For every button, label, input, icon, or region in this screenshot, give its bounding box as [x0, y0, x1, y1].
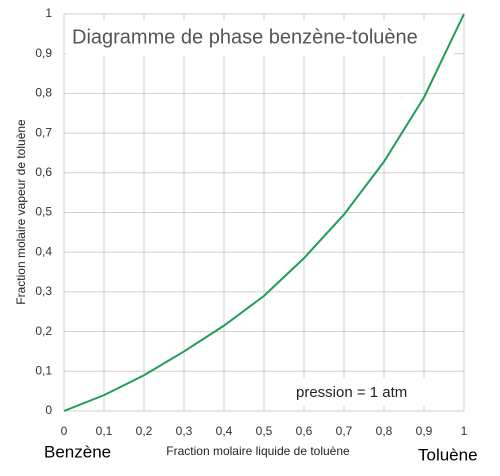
title-box [66, 20, 454, 56]
y-tick-label: 0,4 [35, 244, 52, 258]
grid [63, 13, 465, 412]
x-tick-label: 1 [461, 424, 468, 438]
y-tick-label: 0,6 [35, 165, 52, 179]
y-tick-label: 0,1 [35, 363, 52, 377]
y-tick-label: 0 [45, 403, 52, 417]
x-tick-label: 0,3 [176, 424, 193, 438]
y-tick-label: 0,3 [35, 284, 52, 298]
x-tick-label: 0,5 [256, 424, 273, 438]
x-tick-label: 0,6 [296, 424, 313, 438]
chart-title: Diagramme de phase benzène-toluène [72, 26, 418, 48]
left-label: Benzène [44, 442, 111, 461]
y-tick-label: 0,5 [35, 205, 52, 219]
y-tick-label: 0,8 [35, 86, 52, 100]
x-tick-label: 0,9 [416, 424, 433, 438]
x-tick-label: 0,2 [136, 424, 153, 438]
y-tick-label: 0,9 [35, 46, 52, 60]
data-line [63, 13, 465, 412]
x-tick-label: 0,1 [96, 424, 113, 438]
right-label: Toluène [418, 445, 478, 464]
x-tick-label: 0,7 [336, 424, 353, 438]
x-tick-label: 0,4 [216, 424, 233, 438]
annotation: pression = 1 atm [296, 384, 407, 401]
x-axis-label: Fraction molaire liquide de toluène [166, 444, 350, 458]
y-tick-label: 0,2 [35, 324, 52, 338]
y-tick-label: 0,7 [35, 125, 52, 139]
annotation-box [288, 378, 448, 406]
y-axis-label: Fraction molaire vapeur de toluène [14, 119, 28, 305]
y-tick-label: 1 [45, 6, 52, 20]
x-tick-label: 0,8 [376, 424, 393, 438]
x-tick-label: 0 [61, 424, 68, 438]
